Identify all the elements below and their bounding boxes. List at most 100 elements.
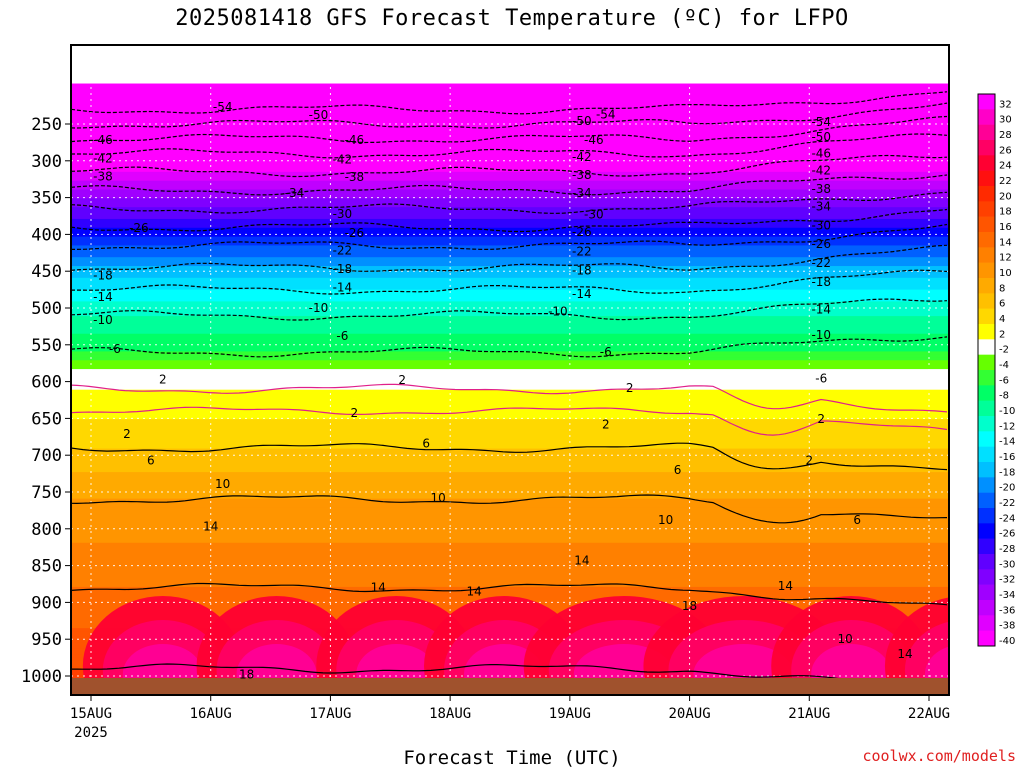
chart-title: 2025081418 GFS Forecast Temperature (ºC)… (175, 6, 849, 31)
colorbar-swatch (978, 308, 995, 325)
ground-strip (71, 678, 949, 695)
contour-label: 14 (897, 647, 912, 661)
contour-label: 6 (147, 453, 155, 467)
colorbar-label: -24 (999, 513, 1015, 524)
contour-label: -46 (345, 133, 365, 147)
colorbar-swatch (978, 186, 995, 202)
contour-label: -18 (811, 275, 831, 289)
contour-label: 14 (371, 581, 386, 595)
colorbar-swatch (978, 339, 995, 355)
colorbar-label: 2 (999, 329, 1005, 340)
colorbar-frame (977, 93, 996, 647)
isotherm-line (71, 336, 948, 358)
x-tick-label: 16AUG (190, 706, 232, 722)
contour-label: -54 (811, 115, 831, 129)
isotherm-line (71, 174, 948, 196)
contour-label: -10 (93, 313, 113, 327)
contour-label: -26 (572, 225, 592, 239)
contour-label: 10 (215, 477, 230, 491)
colorbar-swatch (978, 278, 995, 294)
contour-label: -46 (811, 146, 831, 160)
contour-label: -22 (572, 244, 592, 258)
colorbar-swatch (978, 385, 995, 401)
colorbar-swatch (978, 584, 995, 601)
contour-label: -42 (93, 152, 113, 166)
freezing-line (71, 406, 948, 436)
y-tick-label: 550 (31, 336, 62, 356)
y-tick-label: 1000 (21, 667, 62, 687)
colorbar-swatch (978, 630, 995, 647)
contour-label: -46 (93, 133, 113, 147)
contour-label: -14 (572, 287, 592, 301)
contour-label: 10 (838, 632, 853, 646)
colorbar-swatch (978, 569, 995, 585)
contour-label: 2 (626, 381, 634, 395)
colorbar-label: 14 (999, 237, 1012, 248)
contour-label: -6 (600, 345, 612, 359)
contour-labels: -54-54-54-50 -50-50-46 -46 -46-46-42 -42 -42-… (93, 100, 913, 682)
contour-label: 14 (574, 553, 589, 567)
colorbar-label: 8 (999, 283, 1005, 294)
colorbar-label: -30 (999, 559, 1015, 570)
contour-label: 14 (778, 579, 793, 593)
colorbar-label: 12 (999, 253, 1012, 264)
contour-label: -42 (333, 152, 353, 166)
contour-label: 10 (431, 491, 446, 505)
colorbar-swatch (978, 615, 995, 631)
colorbar-label: 6 (999, 299, 1005, 310)
colorbar-label: 26 (999, 145, 1012, 156)
isotherm-line (71, 663, 948, 691)
contour-label: -30 (811, 219, 831, 233)
colorbar-swatch (978, 462, 995, 478)
colorbar-swatch (978, 140, 995, 156)
contour-label: 14 (203, 520, 218, 534)
y-tick-label: 400 (31, 225, 62, 245)
y-tick-label: 250 (31, 115, 62, 135)
y-tick-label: 800 (31, 520, 62, 540)
contour-label: -14 (93, 290, 113, 304)
contour-label: 18 (239, 668, 254, 682)
colorbar-swatch (978, 247, 995, 263)
contour-label: -50 (572, 114, 592, 128)
contour-label: 2 (817, 412, 825, 426)
credit-link[interactable]: coolwx.com/models (862, 747, 1016, 765)
contour-label: -10 (309, 301, 329, 315)
y-tick-label: 350 (31, 189, 62, 209)
isotherm-line (71, 494, 948, 524)
y-tick-label: 900 (31, 593, 62, 613)
colorbar-swatch (978, 324, 995, 340)
contour-label: 2 (159, 372, 167, 386)
contour-label: -14 (811, 302, 831, 316)
isotherm-line (71, 442, 948, 471)
grid-lines (71, 45, 949, 695)
colorbar-label: 10 (999, 268, 1012, 279)
contour-label: -30 (584, 208, 604, 222)
contour-label: -22 (811, 256, 831, 270)
colorbar-label: -6 (999, 375, 1009, 386)
y-tick-label: 850 (31, 557, 62, 577)
colorbar-label: -38 (999, 621, 1015, 632)
contour-label: -46 (584, 133, 604, 147)
contour-label: -18 (572, 263, 592, 277)
contour-label: 14 (466, 584, 481, 598)
colorbar-label: 30 (999, 115, 1012, 126)
contour-label: -38 (93, 169, 113, 183)
temperature-bands (71, 83, 949, 682)
colorbar-swatch (978, 477, 995, 493)
x-tick-label: 19AUG (549, 706, 591, 722)
colorbar-swatch (978, 554, 995, 570)
colorbar-swatch (978, 293, 995, 309)
colorbar-label: -36 (999, 605, 1015, 616)
colorbar-label: -22 (999, 498, 1015, 509)
y-tick-label: 650 (31, 409, 62, 429)
contour-label: 2 (123, 427, 131, 441)
y-tick-label: 750 (31, 483, 62, 503)
contour-label: -42 (811, 163, 831, 177)
colorbar-swatch (978, 416, 995, 432)
colorbar-label: 18 (999, 207, 1012, 218)
colorbar-swatch (978, 201, 995, 217)
colorbar-label: 24 (999, 161, 1012, 172)
colorbar-label: 20 (999, 191, 1012, 202)
colorbar-swatch (978, 232, 995, 248)
colorbar-label: 32 (999, 99, 1012, 110)
